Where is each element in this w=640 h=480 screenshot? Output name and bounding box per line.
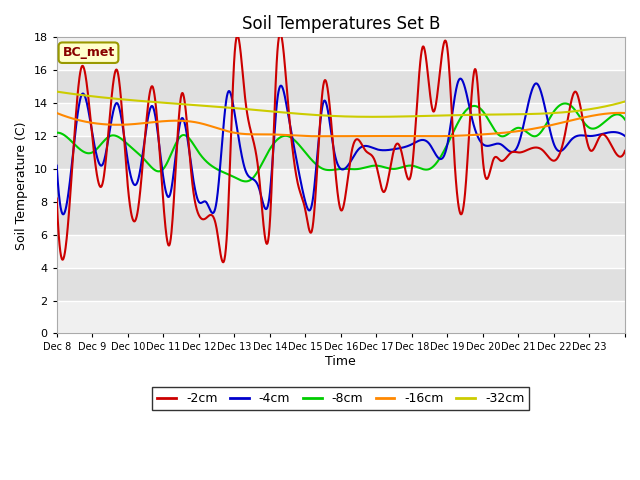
Bar xyxy=(57,268,625,300)
X-axis label: Time: Time xyxy=(326,355,356,368)
Y-axis label: Soil Temperature (C): Soil Temperature (C) xyxy=(15,121,28,250)
Bar xyxy=(57,103,625,136)
Bar xyxy=(57,136,625,169)
Bar xyxy=(57,70,625,103)
Title: Soil Temperatures Set B: Soil Temperatures Set B xyxy=(242,15,440,33)
Bar xyxy=(57,300,625,334)
Bar xyxy=(57,37,625,70)
Bar xyxy=(57,235,625,268)
Text: BC_met: BC_met xyxy=(62,46,115,59)
Bar xyxy=(57,169,625,202)
Legend: -2cm, -4cm, -8cm, -16cm, -32cm: -2cm, -4cm, -8cm, -16cm, -32cm xyxy=(152,387,529,410)
Bar xyxy=(57,202,625,235)
